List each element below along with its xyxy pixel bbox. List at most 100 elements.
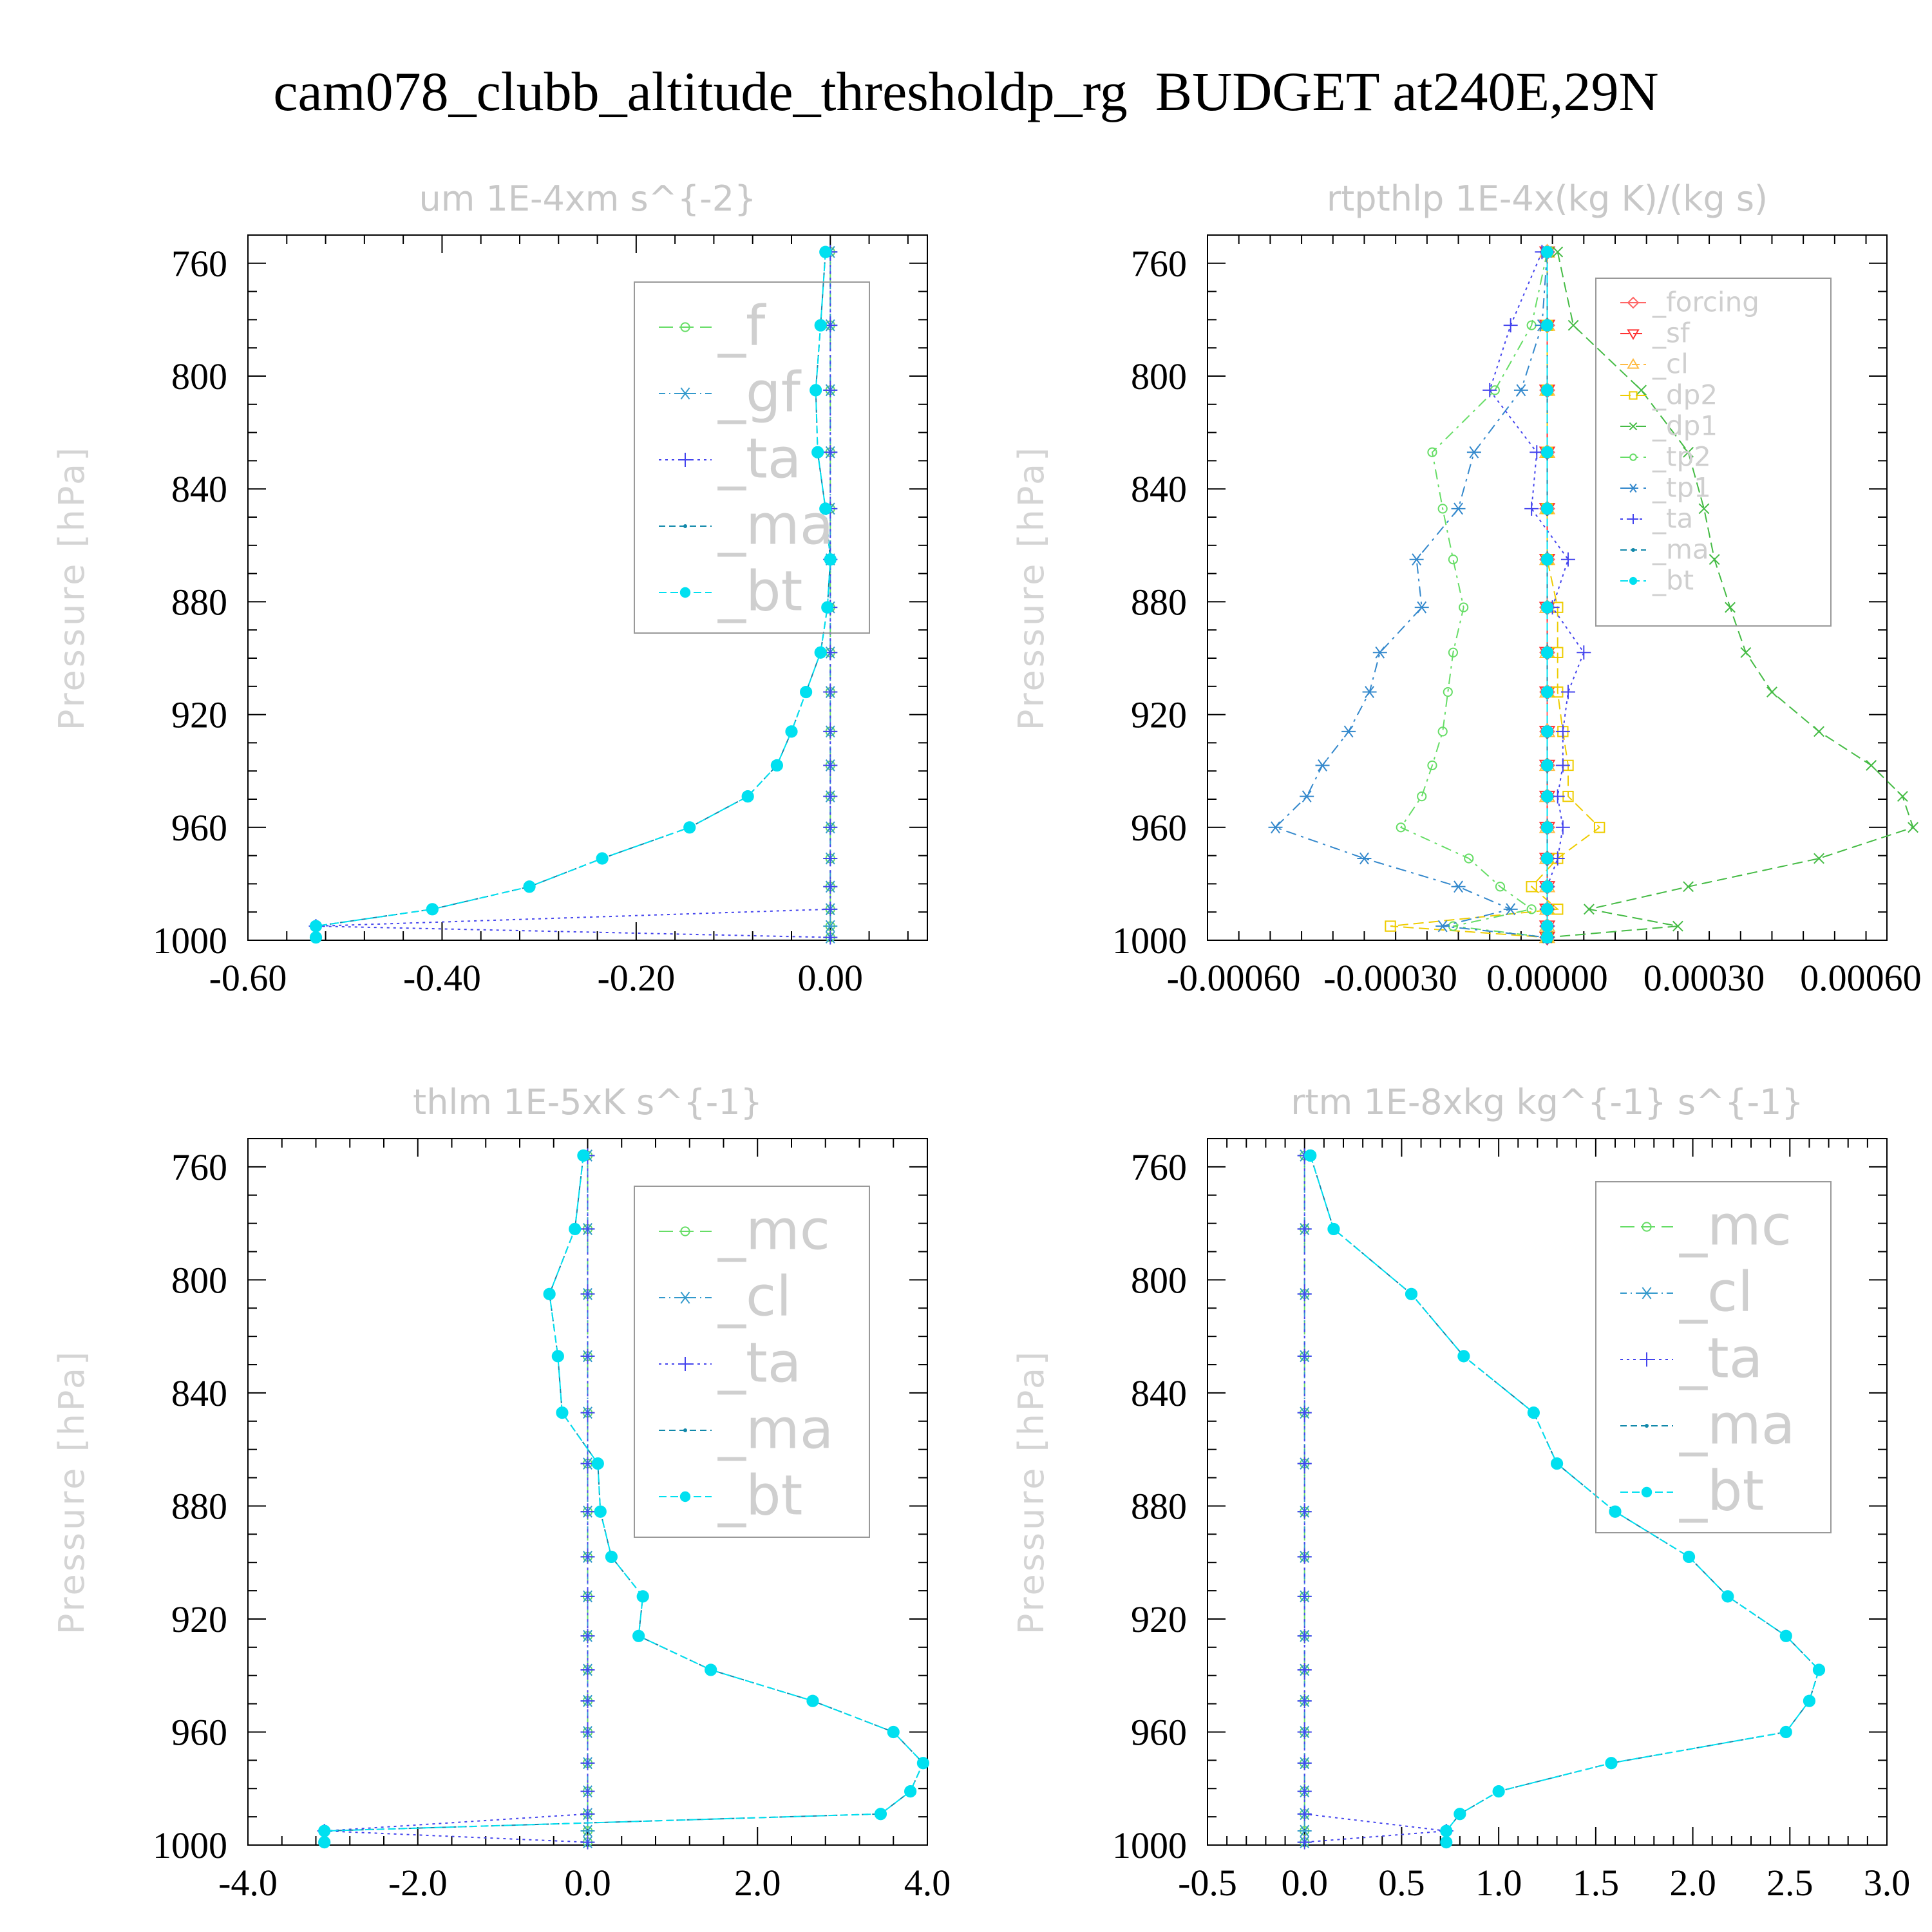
data-point [814,646,827,659]
data-point [824,553,837,566]
y-tick-label: 1000 [153,920,227,961]
data-point [580,1629,595,1643]
data-point [823,445,838,460]
data-point [823,920,838,933]
data-point [1466,446,1481,459]
data-point [596,852,609,865]
data-point [1605,1757,1618,1770]
data-point [1636,384,1647,396]
data-point [1527,1406,1540,1419]
legend-label: _f [717,294,766,359]
data-point [806,1694,819,1707]
data-point [1357,852,1372,865]
legend-label: _ta [1652,502,1693,534]
data-point [1454,1808,1466,1821]
data-point [1503,318,1518,333]
page-title: cam078_clubb_altitude_thresholdp_rg BUDG… [273,61,1659,122]
series-line [1303,1155,1446,1843]
data-point [785,725,798,738]
y-tick-label: 840 [1131,1372,1187,1414]
data-point [1297,1629,1312,1643]
data-point [823,879,838,894]
data-point [1577,645,1591,660]
data-point [1779,1725,1792,1739]
plot-frame [247,234,928,941]
chart-title: um 1E-4xm s^{-2} [419,178,757,219]
data-point [1803,1694,1816,1707]
data-point [580,1222,595,1236]
series-dp1 [1542,246,1918,943]
data-point [1435,920,1450,933]
data-point [1459,602,1469,612]
data-point [1297,1504,1312,1519]
legend-item: _tp2 [1620,440,1711,472]
legend-item: _ma [1620,1393,1795,1457]
legend: _mc_cl_ta_ma_bt [1595,1181,1832,1533]
series-bt [1304,1149,1826,1849]
data-point [1409,553,1424,566]
data-point [1540,601,1554,614]
legend: _forcing_sf_cl_dp2_dp1_tp2_tp1_ta_ma_bt [1595,278,1832,627]
data-point [580,1806,595,1821]
data-point [580,1549,595,1564]
data-point [1448,647,1459,658]
data-point [1405,1287,1418,1300]
data-point [580,1287,595,1302]
y-tick-label: 760 [171,1146,227,1188]
data-point [1300,790,1314,803]
data-point [770,759,783,772]
y-tick-label: 880 [171,581,227,623]
data-point [1540,759,1554,772]
y-tick-label: 960 [1131,807,1187,849]
data-point [1584,904,1595,915]
data-point [1385,920,1396,932]
legend-item: _ma [1620,533,1709,565]
legend-item: _cl [659,1265,791,1329]
x-tick-label: 0.5 [1378,1862,1425,1904]
x-tick-label: 0.00 [798,957,864,999]
data-point [1482,383,1497,397]
series-tp1 [1268,245,1555,944]
x-tick-label: -0.20 [597,957,675,999]
series-bt [1540,245,1554,944]
data-point [577,1149,590,1162]
x-tick-label: -4.0 [218,1862,278,1904]
data-point [810,384,822,397]
data-point [916,1757,930,1770]
legend-item: _tp1 [1620,471,1711,503]
x-tick-label: 3.0 [1864,1862,1911,1904]
data-point [1682,1550,1696,1564]
data-point [1297,1456,1312,1471]
data-point [904,1785,917,1798]
data-point [1560,552,1575,567]
data-point [1683,446,1694,458]
data-point [1766,687,1777,697]
y-axis-label: Pressure [hPa] [52,1349,92,1634]
y-tick-label: 920 [171,694,227,736]
data-point [580,1824,595,1837]
data-point [636,1590,649,1603]
data-point [1866,760,1877,771]
x-tick-label: 1.0 [1475,1862,1522,1904]
data-point [821,601,834,614]
y-tick-label: 920 [171,1598,227,1640]
data-point [1427,760,1437,771]
data-point [1492,1785,1505,1798]
legend-label: _tp2 [1652,440,1711,472]
y-tick-label: 840 [1131,468,1187,510]
legend-label: _ma [717,493,833,558]
data-point [1297,1756,1312,1770]
data-point [1297,1405,1312,1420]
x-tick-label: 1.5 [1573,1862,1620,1904]
y-tick-label: 960 [171,807,227,849]
data-point [705,1663,717,1676]
data-point [1897,791,1908,802]
legend-item: _bt [1620,564,1694,596]
legend-item: _cl [1620,348,1689,379]
legend-label: _cl [717,1265,791,1329]
data-point [1540,245,1554,258]
x-tick-label: -0.00060 [1167,957,1301,999]
x-tick-label: 0.00060 [1800,957,1922,999]
